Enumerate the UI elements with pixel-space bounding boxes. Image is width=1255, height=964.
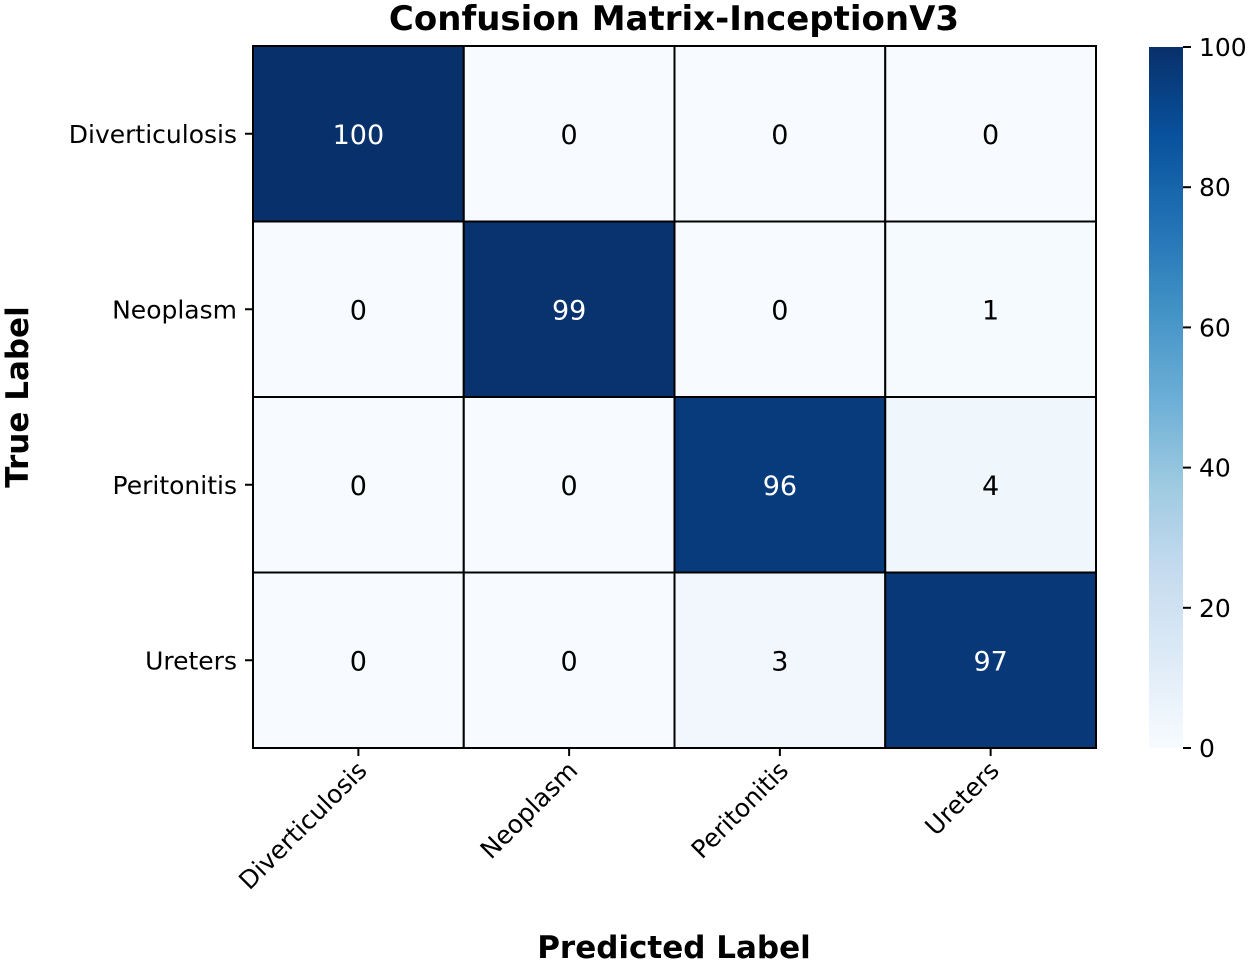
y-tick-label: Diverticulosis — [69, 120, 237, 149]
heatmap-cells: 100 0 0 00 99 0 10 0 96 40 0 3 97 — [252, 45, 1097, 749]
heatmap-cell — [462, 396, 676, 574]
heatmap-cell — [884, 220, 1097, 398]
heatmap-cell — [462, 45, 676, 223]
colorbar: 0 20 40 60 80 100 — [1149, 33, 1247, 763]
colorbar-ticks: 0 20 40 60 80 100 — [1183, 33, 1247, 763]
heatmap-cell — [462, 220, 676, 398]
y-axis-title: True Label — [0, 306, 36, 487]
x-tick-label: Ureters — [919, 756, 1004, 841]
heatmap-cell — [884, 45, 1097, 223]
y-tick-label: Peritonitis — [113, 471, 237, 500]
cell-value-label: 0 — [350, 471, 367, 502]
x-axis-ticks: Diverticulosis Neoplasm Peritonitis Ureters — [233, 748, 1005, 895]
cell-value-label: 0 — [561, 471, 578, 502]
heatmap-cell — [252, 220, 465, 398]
colorbar-tick-label: 80 — [1199, 173, 1231, 202]
x-tick-label: Peritonitis — [686, 756, 795, 865]
cell-value-label: 0 — [350, 646, 367, 677]
cell-value-label: 0 — [771, 295, 788, 326]
x-tick-label: Neoplasm — [475, 756, 584, 865]
chart-title: Confusion Matrix-InceptionV3 — [389, 0, 959, 39]
heatmap-cell — [884, 396, 1097, 574]
colorbar-tick-label: 40 — [1199, 454, 1231, 483]
cell-value-label: 100 — [333, 120, 385, 151]
x-tick-label: Diverticulosis — [233, 756, 372, 895]
cell-value-label: 0 — [561, 646, 578, 677]
cell-value-label: 96 — [763, 471, 797, 502]
cell-value-label: 99 — [552, 295, 586, 326]
heatmap-cell — [462, 571, 676, 749]
heatmap-cell — [673, 45, 887, 223]
colorbar-tick-label: 60 — [1199, 313, 1231, 342]
colorbar-tick-label: 100 — [1199, 33, 1247, 62]
heatmap-cell — [673, 571, 887, 749]
heatmap-cell — [252, 45, 465, 223]
x-axis-title: Predicted Label — [537, 930, 811, 960]
colorbar-tick-label: 20 — [1199, 594, 1231, 623]
cell-value-label: 4 — [982, 471, 999, 502]
cell-value-label: 1 — [982, 295, 999, 326]
cell-value-label: 0 — [350, 295, 367, 326]
y-axis-ticks: Diverticulosis Neoplasm Peritonitis Ureters — [69, 120, 253, 675]
cell-value-label: 3 — [771, 646, 788, 677]
cell-value-label: 97 — [973, 646, 1007, 677]
heatmap-cell — [252, 571, 465, 749]
cell-value-label: 0 — [561, 120, 578, 151]
cell-value-label: 0 — [771, 120, 788, 151]
colorbar-tick-label: 0 — [1199, 734, 1215, 763]
heatmap-cell — [884, 571, 1097, 749]
y-tick-label: Ureters — [145, 646, 237, 675]
cell-value-label: 0 — [982, 120, 999, 151]
y-tick-label: Neoplasm — [112, 295, 237, 324]
colorbar-gradient — [1149, 47, 1183, 748]
